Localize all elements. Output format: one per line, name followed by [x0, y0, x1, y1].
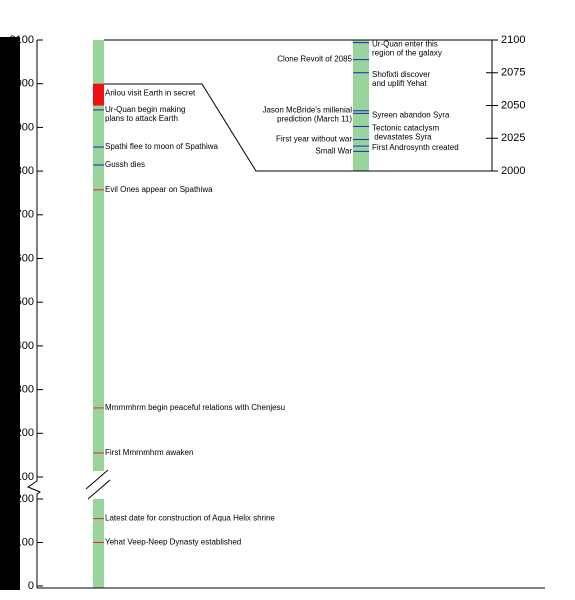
axis-break [26, 477, 42, 499]
event-label-line: Syreen abandon Syra [372, 110, 450, 119]
y-tick-label: 1700 [10, 209, 34, 221]
y-tick-label: 100 [16, 536, 34, 548]
event-label-line: Spathi flee to moon of Spathiwa [105, 142, 219, 151]
event-label-line: First Mmrnmhrm awaken [105, 448, 193, 457]
event-label-line: Clone Revolt of 2085 [277, 55, 352, 64]
event-label-line: Evil Ones appear on Spathiwa [105, 185, 213, 194]
side-bar [0, 37, 20, 590]
y-tick-label: 200 [16, 493, 34, 505]
event-label-line: Latest date for construction of Aqua Hel… [105, 514, 275, 523]
event-label: Latest date for construction of Aqua Hel… [105, 514, 275, 523]
zoom-tick-label: 2050 [501, 99, 525, 111]
zoom-tick-label: 2000 [501, 165, 525, 177]
event-label-line: Small War [315, 146, 352, 155]
event-label-line: Gussh dies [105, 160, 145, 169]
event-label-line: prediction (March 11) [277, 115, 352, 124]
event-label: Mmrnmhrm begin peaceful relations with C… [105, 403, 285, 412]
event-label: Evil Ones appear on Spathiwa [105, 185, 213, 194]
event-label: Yehat Veep-Neep Dynasty established [105, 538, 241, 547]
zoom-tick-label: 2025 [501, 132, 525, 144]
event-label: Gussh dies [105, 160, 145, 169]
bar-break-gap [86, 471, 111, 499]
zoom-tick-label: 2100 [501, 34, 525, 46]
event-label-line: First Androsynth created [372, 143, 459, 152]
event-label: Spathi flee to moon of Spathiwa [105, 142, 219, 151]
event-label: Syreen abandon Syra [372, 110, 450, 119]
event-label-line: Yehat Veep-Neep Dynasty established [105, 538, 241, 547]
y-tick-label: 1800 [10, 165, 34, 177]
event-label-line: region of the galaxy [372, 49, 442, 58]
bar-break-mark [85, 469, 109, 490]
y-tick-label: 1900 [10, 121, 34, 133]
event-label: First Androsynth created [372, 143, 459, 152]
event-label-line: Jason McBride's millenial [262, 106, 352, 115]
event-label-line: and uplift Yehat [372, 79, 427, 88]
event-label-line: plans to attack Earth [105, 114, 178, 123]
event-label: Ur-Quan enter this region of the galaxy [372, 40, 442, 58]
event-label-line: Ur-Quan begin making [105, 105, 185, 114]
event-label: First year without war [276, 135, 352, 144]
y-tick-label: 1100 [10, 471, 34, 483]
y-tick-label: 2000 [10, 78, 34, 90]
event-label: Clone Revolt of 2085 [277, 55, 352, 64]
event-label: Shofixti discover and uplift Yehat [372, 70, 431, 88]
y-tick-label: 1600 [10, 252, 34, 264]
event-label: Ur-Quan begin making plans to attack Eart… [105, 105, 185, 123]
event-label-line: Tectonic cataclysm [372, 124, 439, 133]
y-tick-label: 1200 [10, 427, 34, 439]
event-label-line: First year without war [276, 135, 352, 144]
span-block [93, 83, 104, 106]
zoom-outline-bottom [104, 83, 492, 172]
event-label: Small War [315, 146, 352, 155]
zoom-tick-label: 2075 [501, 67, 525, 79]
event-label: First Mmrnmhrm awaken [105, 448, 193, 457]
y-tick-label: 1300 [10, 384, 34, 396]
bar-break-mark [87, 479, 111, 500]
event-label-line: Mmrnmhrm begin peaceful relations with C… [105, 403, 285, 412]
event-label: Tectonic cataclysm devastates Syra [372, 124, 439, 142]
y-tick-label: 1400 [10, 340, 34, 352]
main-timeline-bar [93, 40, 104, 588]
event-label-line: devastates Syra [372, 133, 432, 142]
event-label: Arilou visit Earth in secret [105, 89, 196, 98]
y-tick-label: 2100 [10, 34, 34, 46]
event-label-line: Arilou visit Earth in secret [105, 89, 196, 98]
event-label: Jason McBride's millenial prediction (Mar… [262, 106, 352, 124]
event-label-line: Shofixti discover [372, 70, 431, 79]
y-tick-label: 0 [28, 580, 34, 592]
event-label-line: Ur-Quan enter this [372, 40, 438, 49]
y-tick-label: 1500 [10, 296, 34, 308]
